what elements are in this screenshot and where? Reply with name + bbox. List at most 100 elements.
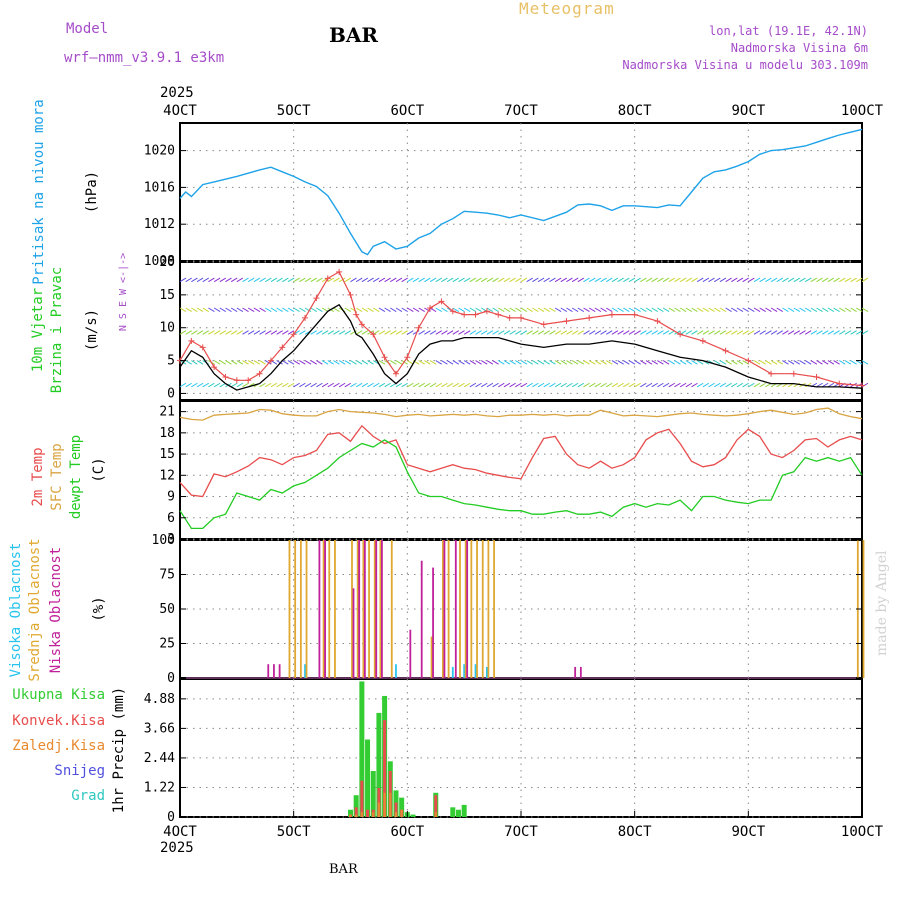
wind-arrow	[753, 330, 761, 335]
wind-arrow	[287, 277, 295, 283]
wind-arrow	[611, 382, 619, 388]
wind-arrow	[185, 277, 192, 283]
wind-arrow	[293, 277, 300, 283]
wind-arrow	[321, 330, 329, 335]
wind-arrow	[418, 360, 425, 365]
model-label: Model	[66, 21, 109, 37]
wind-arrow	[378, 382, 386, 388]
wind-arrow	[247, 330, 255, 335]
precip-total-bar	[370, 771, 376, 817]
temp2m-ylabel: 2m Temp	[30, 447, 46, 506]
wind-arrow	[304, 360, 312, 365]
wind-arrow	[276, 382, 283, 388]
wind-arrow	[458, 307, 465, 313]
wind-arrow	[304, 382, 312, 388]
wind-arrow	[759, 277, 766, 283]
wind-arrow	[515, 277, 522, 283]
wind-arrow	[264, 277, 272, 283]
wind-speed-line	[179, 303, 863, 391]
wind-arrow	[492, 277, 499, 283]
wind-arrow	[429, 277, 437, 283]
wind-arrow	[594, 307, 602, 313]
wind-arrow	[515, 360, 522, 365]
wind-arrow	[645, 307, 653, 313]
wind-arrow	[537, 330, 545, 335]
wind-arrow	[736, 277, 744, 283]
wind-arrow	[719, 330, 727, 335]
wind-arrow	[498, 307, 505, 313]
wind-arrow	[333, 277, 340, 283]
wind-arrow	[327, 360, 335, 365]
wind-arrow	[662, 307, 670, 313]
wind-gust-marker	[506, 314, 513, 321]
time-label-bottom: 9OCT	[731, 824, 765, 840]
year-bottom: 2025	[160, 840, 194, 856]
wind-arrow	[691, 360, 698, 365]
wind-arrow	[560, 360, 568, 365]
wind-arrow	[537, 307, 545, 313]
wind-arrow	[787, 307, 795, 313]
wind-arrow	[378, 330, 386, 335]
wind-arrow	[509, 360, 516, 365]
wind-arrow	[327, 277, 335, 283]
wind-arrow	[441, 277, 448, 283]
y-tick-label: 1012	[144, 217, 175, 232]
wind-arrow	[480, 330, 488, 335]
wind-arrow	[566, 277, 573, 283]
wind-gust-marker	[353, 311, 360, 318]
precip-frz-bar	[355, 814, 358, 817]
precip-total-bar	[410, 814, 416, 817]
wind-ylabel-1: 10m Vjetar	[30, 288, 46, 372]
y-tick-label: 2.44	[144, 751, 175, 766]
wind-arrow	[594, 277, 602, 283]
y-tick-label: 1020	[144, 144, 175, 159]
wind-arrow	[799, 307, 806, 313]
wind-arrow	[429, 307, 437, 313]
wind-gust-marker	[302, 314, 309, 321]
wind-arrow	[577, 277, 585, 283]
y-tick-label: 15	[159, 288, 175, 303]
wind-arrow	[458, 277, 465, 283]
wind-arrow	[759, 360, 766, 365]
wind-arrow	[839, 330, 846, 335]
precip-ylabel: 1hr Precip (mm)	[111, 687, 127, 813]
wind-arrow	[668, 382, 676, 388]
wind-arrow	[731, 360, 738, 365]
wind-arrow	[247, 277, 255, 283]
wind-gust-marker	[438, 298, 445, 305]
wind-arrow	[696, 277, 704, 283]
wind-gust-marker	[324, 275, 331, 282]
wind-arrow	[299, 330, 306, 335]
wind-arrow	[742, 360, 749, 365]
wind-arrow	[344, 277, 352, 283]
wind-arrow	[191, 382, 198, 388]
dewpt-ylabel: dewpt Temp	[68, 435, 84, 519]
wind-arrow	[588, 277, 596, 283]
wind-arrow	[594, 360, 602, 365]
wind-arrow	[827, 360, 835, 365]
wind-arrow	[236, 382, 244, 388]
wind-arrow	[861, 360, 869, 365]
wind-arrow	[736, 330, 744, 335]
wind-arrow	[361, 277, 369, 283]
wind-arrow	[583, 307, 590, 313]
wind-arrow	[219, 382, 227, 388]
wind-arrow	[480, 382, 488, 388]
wind-arrow	[628, 382, 636, 388]
wind-arrow	[549, 382, 556, 388]
wind-arrow	[196, 277, 204, 283]
precip-frz-bar	[389, 792, 392, 817]
wind-arrow	[731, 277, 738, 283]
wind-arrow	[503, 277, 511, 283]
wind-arrow	[179, 330, 187, 335]
wind-gust-marker	[313, 295, 320, 302]
wind-arrow	[821, 330, 829, 335]
y-tick-label: 25	[159, 637, 175, 652]
station-title: BAR	[329, 23, 379, 47]
wind-arrow	[492, 330, 499, 335]
wind-arrow	[787, 277, 795, 283]
wind-arrow	[748, 382, 755, 388]
wind-arrow	[634, 330, 641, 335]
wind-arrow	[651, 277, 658, 283]
wind-arrow	[424, 330, 431, 335]
